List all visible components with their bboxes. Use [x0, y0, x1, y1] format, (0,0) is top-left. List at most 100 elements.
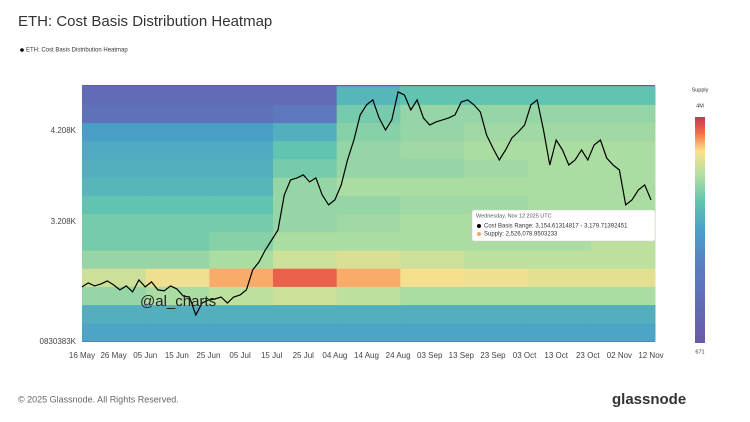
heat-cell — [591, 140, 656, 160]
heat-cell — [464, 304, 529, 324]
x-tick-label: 15 Jun — [165, 351, 189, 360]
heat-cell — [336, 177, 401, 196]
heat-cell — [336, 86, 401, 105]
heat-cell — [145, 86, 210, 105]
heat-cell — [209, 86, 274, 105]
heat-cell — [591, 122, 656, 142]
heat-cell — [336, 213, 401, 233]
heat-cell — [336, 140, 401, 160]
x-tick-label: 14 Aug — [354, 351, 379, 360]
heat-cell — [145, 195, 210, 215]
x-tick-label: 23 Sep — [480, 351, 506, 360]
heat-cell — [145, 268, 210, 287]
heat-cell — [145, 177, 210, 196]
x-tick-label: 23 Oct — [576, 351, 600, 360]
heat-cell — [209, 213, 274, 233]
tooltip-range: Cost Basis Range: 3,154.61314817 - 3,179… — [484, 224, 628, 230]
watermark: glassnode — [612, 391, 686, 408]
heat-cell — [336, 322, 401, 342]
heat-cell — [464, 268, 529, 287]
watermark: @al_charts — [140, 293, 216, 310]
heat-cell — [273, 304, 338, 324]
x-tick-label: 03 Sep — [417, 351, 443, 360]
heat-cell — [145, 231, 210, 251]
heat-cell — [336, 195, 401, 215]
heat-cell — [145, 122, 210, 142]
heat-cell — [400, 304, 465, 324]
tooltip-dot — [477, 232, 481, 236]
heat-cell — [591, 249, 656, 269]
heat-cell — [209, 158, 274, 178]
heat-cell — [400, 158, 465, 178]
heat-cell — [145, 322, 210, 342]
heat-cell — [273, 249, 338, 269]
heat-cell — [591, 104, 656, 124]
heat-cell — [400, 195, 465, 215]
heat-cell — [527, 195, 592, 215]
heat-cell — [527, 140, 592, 160]
x-tick-label: 04 Aug — [322, 351, 347, 360]
heat-cell — [400, 177, 465, 196]
heat-cell — [336, 231, 401, 251]
x-tick-label: 15 Jul — [261, 351, 283, 360]
heat-cell — [82, 195, 147, 215]
heat-cell — [527, 104, 592, 124]
heat-cell — [527, 286, 592, 306]
heat-cell — [464, 322, 529, 342]
heat-cell — [464, 122, 529, 142]
footer: © 2025 Glassnode. All Rights Reserved. — [18, 394, 179, 404]
y-tick-label: 4.208K — [51, 126, 77, 135]
heat-cell — [336, 268, 401, 287]
heat-cell — [82, 213, 147, 233]
heat-cell — [82, 268, 147, 287]
heat-cell — [527, 122, 592, 142]
tooltip: Wednesday, Nov 12 2025 UTC Cost Basis Ran… — [471, 209, 656, 242]
heat-cell — [591, 286, 656, 306]
heat-cell — [591, 268, 656, 287]
tooltip-dot — [477, 224, 481, 228]
price-line — [81, 91, 652, 317]
heat-cell — [209, 286, 274, 306]
heat-cell — [400, 286, 465, 306]
heat-cell — [209, 195, 274, 215]
heat-cell — [273, 140, 338, 160]
heat-cell — [273, 286, 338, 306]
heat-cell — [336, 122, 401, 142]
x-tick-label: 05 Jun — [133, 351, 157, 360]
heat-cell — [273, 104, 338, 124]
heat-cell — [82, 177, 147, 196]
heat-cell — [464, 195, 529, 215]
heat-cell — [336, 249, 401, 269]
heat-cell — [527, 177, 592, 196]
y-tick-label: 3.208K — [51, 217, 77, 226]
legend-marker — [20, 48, 24, 52]
heat-cell — [527, 322, 592, 342]
heat-cell — [209, 140, 274, 160]
heat-cell — [464, 158, 529, 178]
tooltip-supply: Supply: 2,526,078.9503233 — [484, 232, 558, 238]
heat-cell — [591, 195, 656, 215]
heat-cell — [82, 104, 147, 124]
heat-cell — [273, 195, 338, 215]
heat-cell — [464, 286, 529, 306]
colorbar-title: Supply — [692, 87, 709, 93]
heat-cell — [209, 268, 274, 287]
tooltip-date: Wednesday, Nov 12 2025 UTC — [476, 213, 552, 219]
heat-cell — [209, 304, 274, 324]
heat-cell — [400, 249, 465, 269]
x-tick-label: 25 Jun — [196, 351, 220, 360]
x-tick-label: 16 May — [69, 351, 95, 360]
heat-cell — [591, 177, 656, 196]
heat-cell — [336, 286, 401, 306]
heat-cell — [82, 286, 147, 306]
heat-cell — [273, 268, 338, 287]
heat-cell — [527, 86, 592, 105]
heat-cell — [527, 304, 592, 324]
heat-cell — [145, 140, 210, 160]
heat-cell — [400, 213, 465, 233]
heat-cell — [82, 158, 147, 178]
heat-cell — [591, 322, 656, 342]
legend-label: ETH: Cost Basis Distribution Heatmap — [26, 48, 128, 54]
heat-cell — [209, 177, 274, 196]
y-tick-label: 0830383K — [40, 337, 77, 346]
